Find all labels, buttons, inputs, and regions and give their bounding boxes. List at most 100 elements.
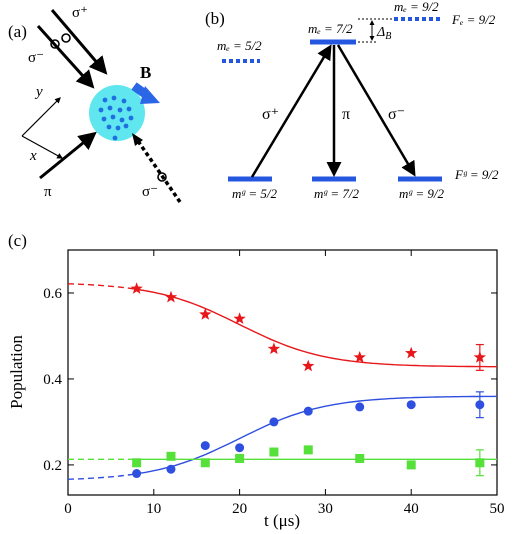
data-point-circle <box>235 443 245 453</box>
data-point-square <box>475 458 485 468</box>
data-point-star <box>199 308 212 320</box>
sigma-plus-label: σ⁺ <box>72 5 88 21</box>
sigma-minus-beam-right <box>136 140 182 203</box>
atom-dot <box>102 97 108 103</box>
atom-dot <box>121 98 127 104</box>
pi-transition-label: π <box>342 106 350 123</box>
data-point-square <box>269 447 279 457</box>
sigma-minus-transition <box>336 44 416 177</box>
atom-dot <box>106 124 112 130</box>
atoms <box>98 95 134 141</box>
sigma-plus-transition-label: σ⁺ <box>262 106 279 123</box>
fit-curve <box>136 288 497 368</box>
data-point-star <box>473 351 486 363</box>
data-point-star <box>164 290 178 303</box>
pi-label: π <box>44 184 52 200</box>
data-point-circle <box>355 402 365 412</box>
delta-label: ΔB <box>376 25 391 42</box>
atom-cloud <box>89 85 145 141</box>
data-point-square <box>166 451 176 461</box>
data-point-circle <box>166 464 176 474</box>
field-label: B <box>140 63 151 82</box>
data-point-circle <box>269 417 279 427</box>
data-point-circle <box>303 406 313 416</box>
fit-curve-dashed <box>67 473 137 480</box>
y-tick-label: 0.4 <box>43 372 62 388</box>
x-axis-arrow <box>21 135 64 159</box>
data-point-square <box>235 453 245 463</box>
data-point-circle <box>200 441 210 451</box>
sigma-plus-beam <box>50 9 108 75</box>
ground-label-right: mᵍ = 9/2 <box>399 186 444 201</box>
x-tick-label: 10 <box>146 501 161 517</box>
data-point-square <box>132 458 142 468</box>
atom-dot <box>117 107 123 113</box>
x-axis-title: t (μs) <box>264 511 300 530</box>
data-point-star <box>405 346 418 359</box>
sigma-minus-beam-top <box>36 24 95 89</box>
atom-dot <box>112 135 118 141</box>
data-point-square <box>406 460 416 470</box>
y-axis-arrow <box>21 97 61 137</box>
plot-area: 0 10 20 30 40 50 0.2 0.4 0.6 <box>43 250 505 517</box>
atom-dot <box>101 116 107 122</box>
data-point-circle <box>132 469 142 479</box>
y-tick-label: 0.6 <box>43 286 62 302</box>
sigma-minus-label-right: σ⁻ <box>142 184 158 200</box>
atom-dot <box>128 115 134 121</box>
sigma-minus-label-top: σ⁻ <box>28 50 44 66</box>
y-tick-label: 0.2 <box>43 458 62 474</box>
ground-label-left: mᵍ = 5/2 <box>232 186 277 201</box>
atom-dot <box>111 95 117 101</box>
excited-label-left: mₑ = 5/2 <box>217 38 262 53</box>
polarization-circle-icon <box>50 39 60 49</box>
polarization-circle-icon <box>61 33 71 43</box>
atom-dot <box>107 105 113 111</box>
magnetic-field-arrowhead <box>140 86 160 104</box>
data-point-square <box>303 445 313 455</box>
sigma-plus-transition <box>250 44 332 178</box>
pi-beam <box>39 131 97 180</box>
atom-dot <box>119 117 125 123</box>
atom-dot <box>98 107 104 113</box>
atom-dot <box>115 125 121 131</box>
panel-a: (a) σ⁺ σ⁻ y x B π σ⁻ <box>8 5 182 203</box>
fit-curve <box>136 395 498 475</box>
sigma-minus-transition-label: σ⁻ <box>388 106 405 123</box>
atom-dot <box>126 106 132 112</box>
data-point-star <box>302 359 315 372</box>
F-excited-label: Fₑ = 9/2 <box>451 12 496 27</box>
data-point-star <box>130 282 143 294</box>
x-tick-label: 0 <box>64 501 72 517</box>
panel-a-label: (a) <box>8 22 27 41</box>
x-tick-label: 50 <box>490 501 505 517</box>
panel-c-label: (c) <box>8 231 27 250</box>
x-tick-label: 20 <box>232 501 247 517</box>
data-point-star <box>233 312 246 324</box>
data-point-square <box>355 453 365 463</box>
atom-dot <box>123 123 129 129</box>
data-point-star <box>267 342 281 355</box>
y-axis-title: Population <box>7 335 26 409</box>
x-axis-label: x <box>29 148 37 164</box>
atom-dot <box>110 114 116 120</box>
excited-label-center: mₑ = 7/2 <box>308 21 353 36</box>
data-point-star <box>353 351 366 363</box>
excited-label-right: mₑ = 9/2 <box>394 0 439 14</box>
data-point-circle <box>475 400 485 410</box>
fit-curve-dashed <box>67 283 137 290</box>
panel-c: (c) 0 10 20 30 40 50 0.2 0.4 0.6 t (μs) Populati… <box>7 231 505 530</box>
panel-b-label: (b) <box>205 9 225 28</box>
x-tick-label: 30 <box>318 501 333 517</box>
panel-b: (b) mₑ = 5/2 mₑ = 7/2 mₑ = 9/2 Fₑ = 9/2 … <box>205 0 499 201</box>
x-tick-label: 40 <box>404 501 419 517</box>
polarization-circle-icon <box>157 172 167 182</box>
ground-label-center: mᵍ = 7/2 <box>314 186 359 201</box>
F-ground-label: Fᵍ = 9/2 <box>454 167 499 182</box>
plot-frame <box>67 249 498 496</box>
y-axis-label: y <box>34 84 43 100</box>
sigma-minus-arrowhead <box>132 133 143 146</box>
data-point-square <box>200 458 210 468</box>
data-point-circle <box>406 400 416 410</box>
